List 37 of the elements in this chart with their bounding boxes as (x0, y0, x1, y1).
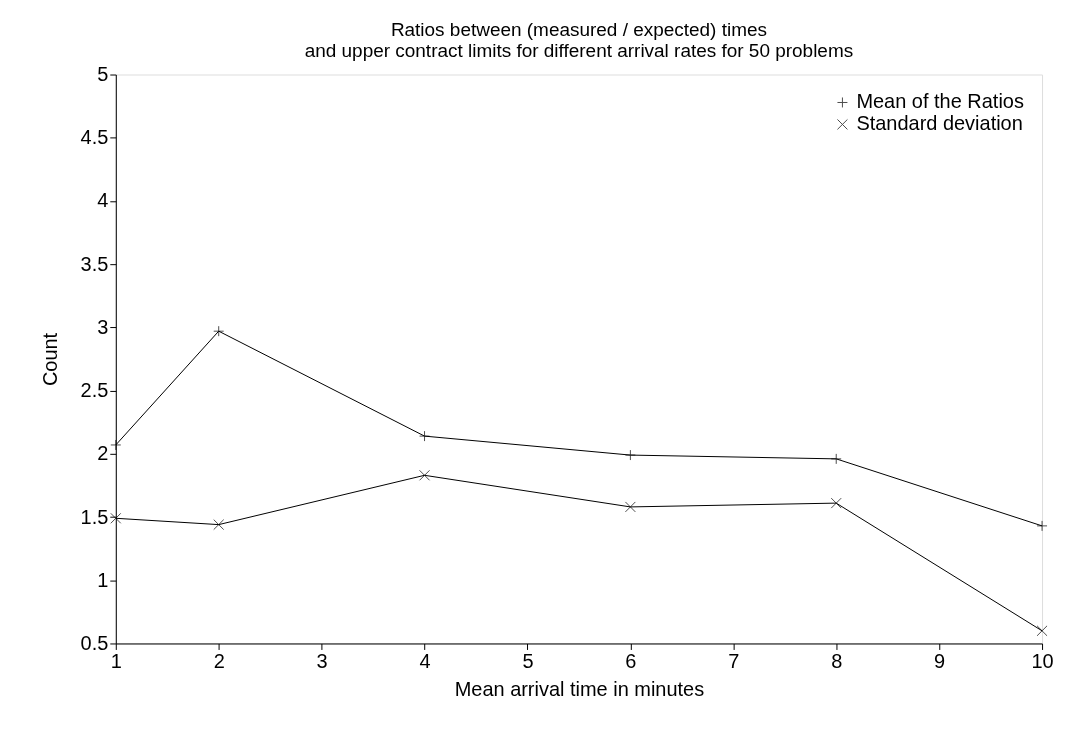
point (830, 453, 842, 465)
legend-label: Mean of the Ratios (856, 90, 1024, 113)
y-tick-label: 5 (97, 63, 109, 86)
y-tick-label: 4.5 (80, 126, 109, 149)
y-tick-label: 3 (97, 315, 109, 338)
x-tick-label: 3 (316, 649, 328, 672)
legend-label: Standard deviation (856, 112, 1023, 135)
y-tick-label: 2.5 (80, 379, 109, 402)
point (1036, 625, 1048, 637)
point (213, 325, 225, 337)
x-tick-label: 4 (419, 649, 431, 672)
x-tick-label: 5 (522, 649, 534, 672)
y-tick-label: 0.5 (80, 631, 109, 654)
text: and upper contract limits for different arrival rates for 50 problems (304, 39, 854, 61)
point (110, 512, 122, 524)
point (624, 449, 636, 461)
x-tick-label: 10 (1031, 649, 1054, 672)
text: Ratios between (measured / expected) times (390, 18, 767, 40)
y-tick-label: 1.5 (80, 505, 109, 528)
x-tick-label: 9 (934, 649, 946, 672)
point (213, 519, 225, 531)
y-tick-label: 1 (97, 568, 109, 591)
point (419, 469, 431, 481)
point (1036, 520, 1048, 532)
point (830, 497, 842, 509)
point (419, 430, 431, 442)
y-axis-title: Count (38, 332, 61, 387)
point (624, 501, 636, 513)
x-tick-label: 7 (728, 649, 740, 672)
y-tick-label: 3.5 (80, 252, 109, 275)
point (110, 439, 122, 451)
x-tick-label: 8 (831, 649, 843, 672)
y-tick-label: 2 (97, 442, 109, 465)
x-tick-label: 6 (625, 649, 637, 672)
y-tick-label: 4 (97, 189, 109, 212)
x-tick-label: 2 (213, 649, 225, 672)
x-axis-title: Mean arrival time in minutes (454, 677, 705, 700)
